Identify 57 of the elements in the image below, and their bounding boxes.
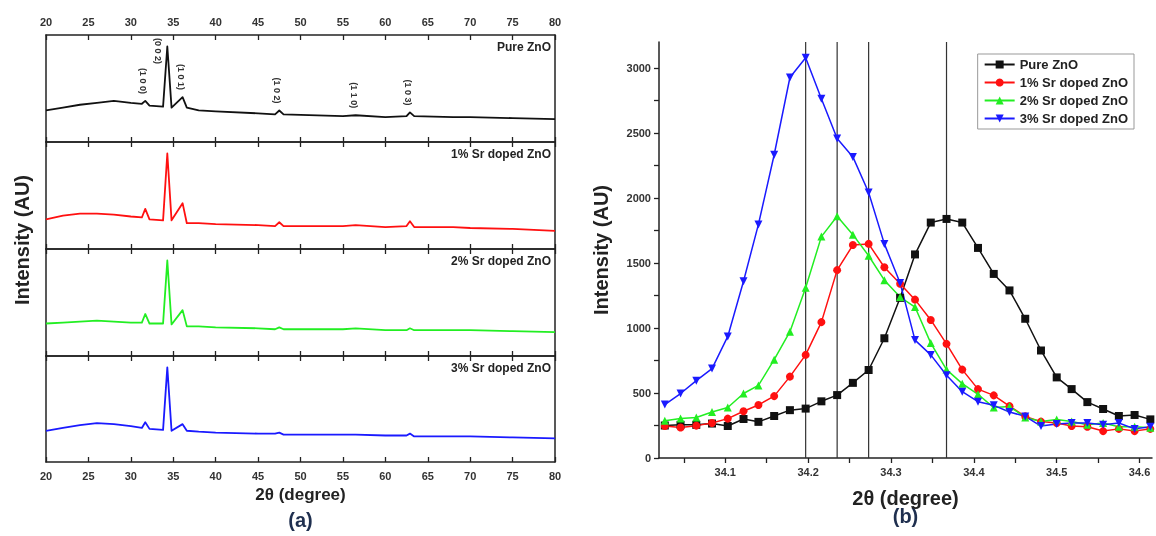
x-tick-label: 34.5 <box>1046 465 1068 478</box>
y-tick-label: 2500 <box>626 127 651 139</box>
text: 3% Sr doped ZnO <box>450 361 551 375</box>
text: 2% Sr doped ZnO <box>450 254 551 268</box>
x-tick-label: 55 <box>336 469 350 482</box>
y-tick-label: 3000 <box>626 62 651 74</box>
x2-tick-label: 55 <box>336 15 350 28</box>
legend-label: 3% Sr doped ZnO <box>1019 111 1128 126</box>
x-tick-label: 65 <box>421 469 434 482</box>
x2-tick-label: 75 <box>506 15 519 28</box>
x2-tick-label: 70 <box>464 15 477 28</box>
x-tick-label: 45 <box>251 469 265 482</box>
annotation: (1 0 0) <box>138 67 149 94</box>
y-tick-label: 2000 <box>626 192 651 204</box>
x-tick-label: 20 <box>39 469 53 482</box>
annotation: (0 0 2) <box>153 37 164 65</box>
x2-tick-label: 65 <box>421 15 434 28</box>
annotation: (1 0 2) <box>272 77 283 104</box>
x-axis-title: 2θ (degree) <box>255 485 346 504</box>
annotation: (1 1 0) <box>348 82 359 109</box>
y-tick-label: 1500 <box>626 257 651 269</box>
x2-tick-label: 25 <box>82 15 95 28</box>
x2-tick-label: 60 <box>379 15 392 28</box>
legend-label: 1% Sr doped ZnO <box>1019 75 1128 90</box>
text: (a) <box>288 509 313 531</box>
x-tick-label: 50 <box>294 469 307 482</box>
x-tick-label: 25 <box>82 469 95 482</box>
x-tick-label: 80 <box>548 469 562 482</box>
x-tick-label: 60 <box>379 469 392 482</box>
x2-tick-label: 40 <box>209 15 222 28</box>
y-tick-label: 0 <box>644 452 651 464</box>
x2-tick-label: 20 <box>39 15 53 28</box>
text: Pure ZnO <box>496 40 551 54</box>
x-tick-label: 34.1 <box>714 465 736 478</box>
x-tick-label: 40 <box>209 469 222 482</box>
y-tick-label: 1000 <box>626 322 651 334</box>
x2-tick-label: 50 <box>294 15 307 28</box>
y-tick-label: 500 <box>632 387 651 399</box>
x-tick-label: 70 <box>464 469 477 482</box>
x-tick-label: 34.2 <box>797 465 819 478</box>
x2-tick-label: 35 <box>167 15 180 28</box>
x2-tick-label: 45 <box>251 15 265 28</box>
annotation: (1 0 3) <box>402 79 413 106</box>
x2-tick-label: 80 <box>548 15 562 28</box>
legend-label: Pure ZnO <box>1019 57 1079 72</box>
legend-label: 2% Sr doped ZnO <box>1019 93 1128 108</box>
text: 1% Sr doped ZnO <box>450 147 551 161</box>
x-tick-label: 75 <box>506 469 519 482</box>
annotation: (1 0 1) <box>175 64 186 91</box>
x-tick-label: 34.3 <box>880 465 902 478</box>
x2-tick-label: 30 <box>124 15 137 28</box>
x-tick-label: 34.6 <box>1128 465 1151 478</box>
x-tick-label: 30 <box>124 469 137 482</box>
y-axis-title: Intensity (AU) <box>11 175 33 305</box>
y-axis-title: Intensity (AU) <box>590 185 612 315</box>
x-tick-label: 35 <box>167 469 180 482</box>
x-tick-label: 34.4 <box>963 465 986 478</box>
